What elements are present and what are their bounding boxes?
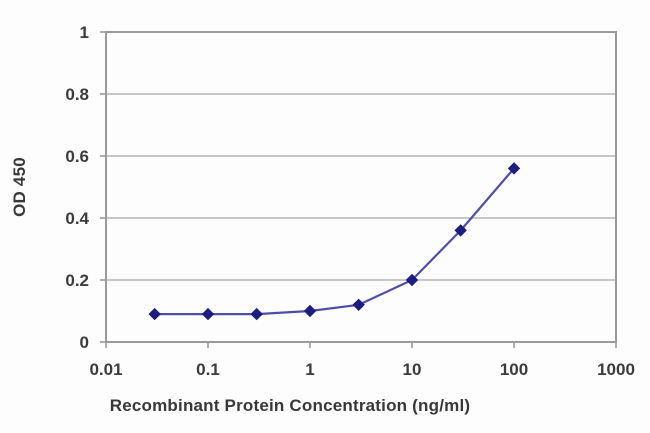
x-tick-label-0.01: 0.01: [89, 360, 122, 379]
gridlines: [106, 31, 616, 281]
x-tick-label-1000: 1000: [597, 360, 635, 379]
x-tick-label-0.1: 0.1: [196, 360, 220, 379]
y-tick-label-0.8: 0.8: [65, 85, 89, 104]
x-axis-title: Recombinant Protein Concentration (ng/ml…: [109, 396, 471, 415]
x-tick-label-10: 10: [403, 360, 422, 379]
y-axis-title: OD 450: [10, 157, 29, 217]
data-point-marker-0.1: [201, 307, 215, 321]
y-tick-label-1: 1: [80, 23, 89, 42]
y-tick-label-0.6: 0.6: [65, 147, 89, 166]
data-point-marker-3: [352, 298, 365, 312]
data-point-marker-30: [454, 224, 467, 237]
x-tick-label-1: 1: [305, 360, 314, 379]
data-point-marker-0.3: [250, 307, 263, 321]
data-series: [148, 162, 521, 321]
data-point-marker-1: [303, 304, 317, 318]
y-tick-label-0: 0: [80, 333, 89, 352]
axis-tick-labels: 0 0.2 0.4 0.6 0.8 1 0.01 0.1 1 10 100 1000: [65, 23, 635, 379]
data-point-marker-100: [507, 162, 521, 175]
y-tick-label-0.4: 0.4: [65, 209, 89, 228]
axis-ticks: [100, 31, 617, 348]
series-line: [153, 167, 516, 316]
y-tick-label-0.2: 0.2: [65, 271, 89, 290]
plot-frame: [105, 31, 617, 343]
data-point-marker-10: [405, 273, 419, 287]
data-point-marker-0.03: [148, 307, 161, 321]
plot-border: [105, 31, 617, 343]
x-tick-label-100: 100: [500, 360, 528, 379]
